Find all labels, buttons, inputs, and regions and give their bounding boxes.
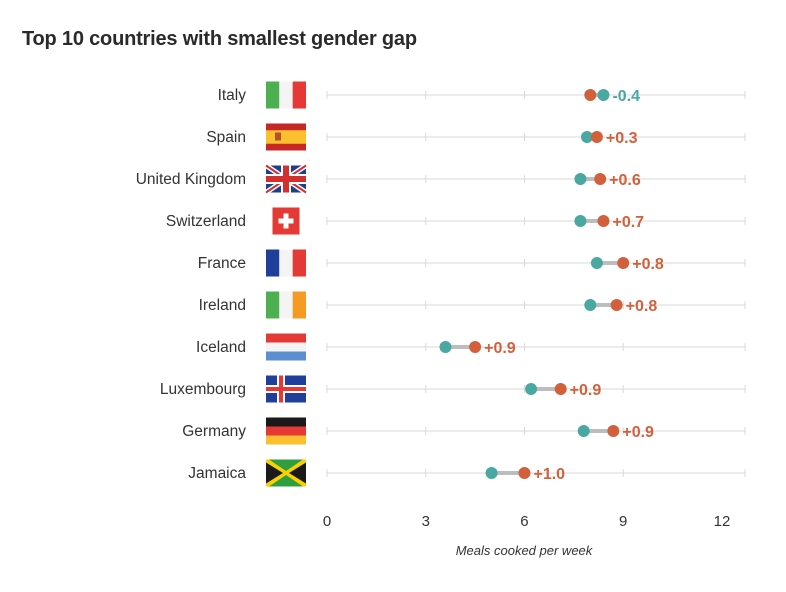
men-point — [439, 341, 452, 353]
women-point — [597, 215, 610, 227]
women-point — [617, 257, 630, 269]
men-point — [525, 383, 538, 395]
gridlines — [326, 91, 746, 477]
germany-flag-icon — [266, 417, 306, 445]
france-flag-icon — [266, 249, 306, 277]
x-tick-label: 6 — [520, 513, 528, 530]
men-point — [590, 257, 603, 269]
country-label: Italy — [218, 87, 247, 104]
men-point — [574, 173, 587, 185]
gap-label: +0.3 — [606, 130, 638, 147]
women-point — [518, 467, 531, 479]
country-label: Luxembourg — [160, 381, 246, 398]
gap-label: +1.0 — [533, 466, 565, 483]
country-labels: Italy Spain United Kingdom Switzerland Franc… — [136, 87, 247, 482]
spain-flag-icon — [266, 123, 306, 151]
x-tick-label: 0 — [323, 513, 331, 530]
iceland-flag-icon — [266, 375, 306, 403]
country-label: Ireland — [199, 297, 246, 314]
women-point — [610, 299, 623, 311]
men-point — [581, 131, 594, 143]
men-point — [577, 425, 590, 437]
jamaica-flag-icon — [266, 459, 306, 487]
uk-flag-icon — [264, 163, 308, 195]
men-point — [574, 215, 587, 227]
women-point — [594, 173, 607, 185]
gap-label: +0.8 — [626, 298, 658, 315]
men-point — [597, 89, 610, 101]
x-tick-label: 12 — [714, 513, 731, 530]
gap-label: +0.9 — [570, 382, 602, 399]
x-axis-ticks: 0 3 6 9 12 — [323, 513, 730, 530]
x-tick-label: 9 — [619, 513, 627, 530]
gap-label: +0.9 — [622, 424, 654, 441]
italy-flag-icon — [266, 81, 306, 109]
country-label: United Kingdom — [136, 171, 246, 188]
women-point — [584, 89, 597, 101]
flags — [264, 81, 308, 487]
ireland-flag-icon — [266, 291, 306, 319]
women-point — [607, 425, 620, 437]
gap-label: +0.8 — [632, 256, 664, 273]
country-label: Germany — [182, 423, 246, 440]
gap-label: +0.9 — [484, 340, 516, 357]
netherlands-flag-icon — [266, 333, 306, 361]
women-point — [554, 383, 567, 395]
men-point — [485, 467, 498, 479]
country-label: Spain — [206, 129, 246, 146]
switzerland-flag-icon — [272, 207, 300, 235]
gap-label: +0.6 — [609, 172, 641, 189]
x-tick-label: 3 — [422, 513, 430, 530]
gap-label: +0.7 — [612, 214, 644, 231]
women-point — [590, 131, 603, 143]
data-marks: -0.4 +0.3 +0.6 +0.7 +0.8 +0.8 +0.9 +0.9 +0.9 +1.0 — [439, 88, 664, 483]
gap-label: -0.4 — [612, 88, 640, 105]
men-point — [584, 299, 597, 311]
country-label: Iceland — [196, 339, 246, 356]
x-axis-label: Meals cooked per week — [456, 543, 594, 558]
chart-title: Top 10 countries with smallest gender ga… — [22, 28, 417, 50]
country-label: Jamaica — [188, 465, 246, 482]
women-point — [469, 341, 482, 353]
country-label: France — [198, 255, 246, 272]
country-label: Switzerland — [166, 213, 246, 230]
